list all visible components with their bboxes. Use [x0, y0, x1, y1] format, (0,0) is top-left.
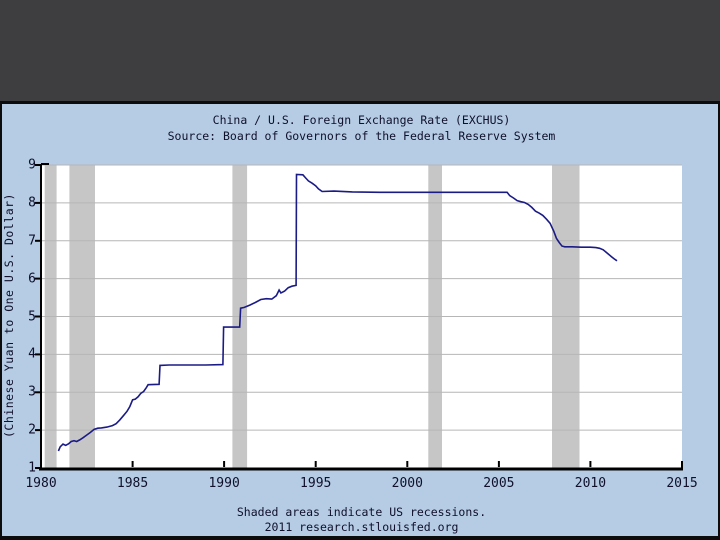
- source-credit: 2011 research.stlouisfed.org: [264, 520, 459, 534]
- y-axis-label: (Chinese Yuan to One U.S. Dollar): [2, 193, 16, 439]
- exchus-line: [57, 173, 618, 452]
- recession-note: Shaded areas indicate US recessions.: [236, 505, 487, 519]
- chart-source: Source: Board of Governors of the Federa…: [167, 129, 556, 143]
- slide-header-band: [0, 0, 720, 101]
- chart-title: China / U.S. Foreign Exchange Rate (EXCH…: [212, 113, 511, 127]
